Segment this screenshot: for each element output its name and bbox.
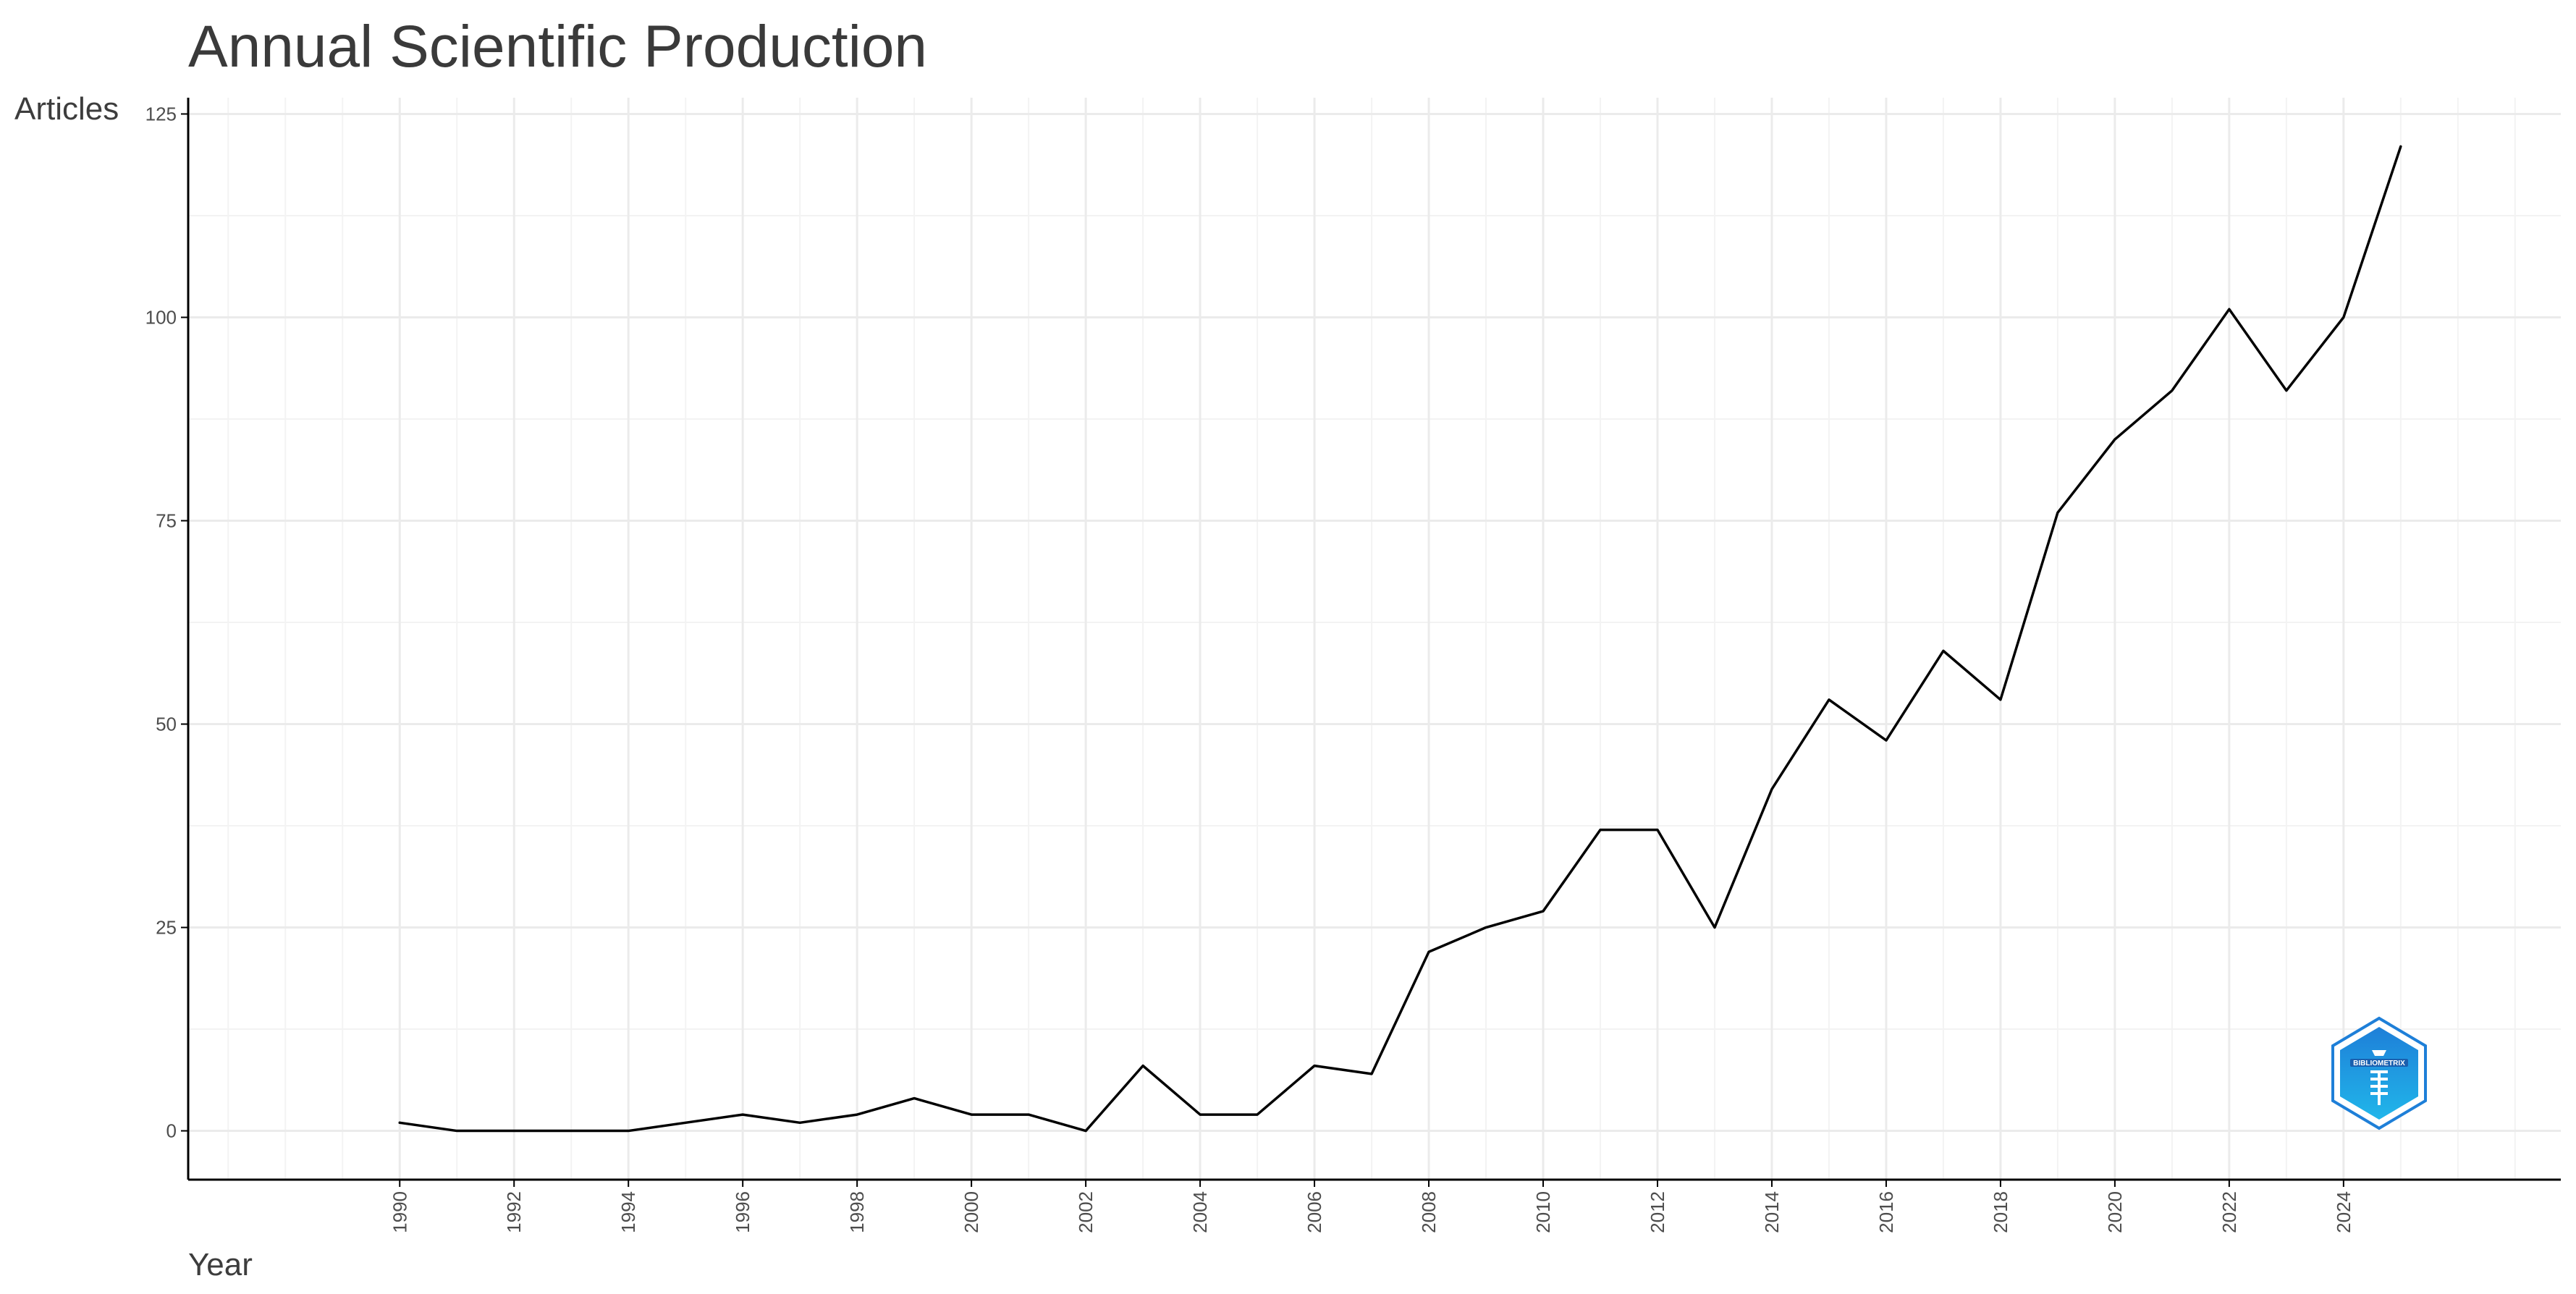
x-tick-label-2020: 2020 <box>2104 1191 2126 1233</box>
badge-lamp-shape <box>2372 1050 2386 1056</box>
y-tick-label-100: 100 <box>145 306 177 328</box>
data-point-1990 <box>399 1122 401 1124</box>
badge-ladder-shape <box>2370 1070 2388 1105</box>
data-point-2001 <box>1028 1114 1029 1115</box>
data-point-2021 <box>2171 389 2173 392</box>
data-point-1991 <box>456 1130 458 1132</box>
data-point-2023 <box>2286 389 2287 392</box>
y-tick-label-25: 25 <box>156 917 177 939</box>
data-point-2017 <box>1943 650 1944 652</box>
series-layer <box>398 145 2402 1133</box>
x-tick-label-2006: 2006 <box>1304 1191 1325 1233</box>
data-point-2012 <box>1657 829 1658 831</box>
x-tick-label-1996: 1996 <box>732 1191 753 1233</box>
badge-label: BIBLIOMETRIX <box>2353 1060 2405 1067</box>
y-tick-label-125: 125 <box>145 103 177 124</box>
x-tick-label-2004: 2004 <box>1189 1191 1211 1233</box>
data-point-2015 <box>1828 699 1830 701</box>
data-point-1992 <box>513 1130 515 1132</box>
x-tick-label-2010: 2010 <box>1532 1191 1554 1233</box>
data-point-2007 <box>1371 1073 1372 1075</box>
y-tick-label-0: 0 <box>166 1120 177 1142</box>
data-point-1996 <box>742 1114 743 1115</box>
data-point-2005 <box>1257 1114 1258 1115</box>
y-axis-title: Articles <box>14 91 119 127</box>
data-point-2025 <box>2400 145 2402 148</box>
data-point-2006 <box>1314 1065 1315 1067</box>
data-point-2010 <box>1542 910 1544 912</box>
data-point-2019 <box>2057 512 2058 514</box>
badge-text-band <box>2350 1059 2408 1067</box>
data-point-2016 <box>1885 740 1887 741</box>
series-line-0 <box>398 145 2402 1133</box>
y-tick-label-50: 50 <box>156 714 177 735</box>
y-ticks: 0 25 50 75 100 125 <box>145 103 188 1142</box>
data-point-2003 <box>1142 1065 1144 1067</box>
x-tick-label-1992: 1992 <box>503 1191 525 1233</box>
x-tick-label-2022: 2022 <box>2218 1191 2240 1233</box>
data-point-1997 <box>799 1122 801 1124</box>
data-point-2022 <box>2229 308 2230 310</box>
data-point-2004 <box>1199 1114 1201 1115</box>
data-point-2000 <box>971 1114 972 1115</box>
chart-title: Annual Scientific Production <box>188 14 927 80</box>
x-tick-label-2012: 2012 <box>1647 1191 1668 1233</box>
x-tick-label-2014: 2014 <box>1761 1191 1783 1233</box>
data-point-2011 <box>1600 829 1601 831</box>
data-point-2013 <box>1714 926 1715 929</box>
grid-minor <box>188 98 2561 1180</box>
x-tick-label-2008: 2008 <box>1418 1191 1440 1233</box>
x-tick-label-1998: 1998 <box>846 1191 868 1233</box>
x-tick-label-1990: 1990 <box>389 1191 410 1233</box>
data-point-1994 <box>628 1130 630 1132</box>
x-tick-label-2002: 2002 <box>1075 1191 1097 1233</box>
data-point-1993 <box>570 1130 573 1132</box>
data-point-1998 <box>856 1114 858 1115</box>
data-point-2018 <box>2000 699 2001 701</box>
data-point-2002 <box>1085 1130 1086 1132</box>
data-point-2024 <box>2343 316 2344 318</box>
data-point-2020 <box>2114 439 2116 440</box>
x-tick-label-2000: 2000 <box>960 1191 982 1233</box>
grid-major <box>188 98 2561 1180</box>
data-point-2014 <box>1771 788 1773 790</box>
data-point-2008 <box>1428 951 1430 953</box>
x-tick-label-1994: 1994 <box>617 1191 639 1233</box>
data-point-1999 <box>913 1097 915 1099</box>
x-ticks: 1990 1992 1994 1996 1998 2000 2002 2004 2006 2008… <box>389 1180 2355 1233</box>
y-tick-label-75: 75 <box>156 510 177 532</box>
data-point-2009 <box>1485 926 1487 929</box>
x-tick-label-2024: 2024 <box>2333 1191 2355 1233</box>
x-tick-label-2016: 2016 <box>1875 1191 1897 1233</box>
x-tick-label-2018: 2018 <box>1990 1191 2011 1233</box>
x-axis-title: Year <box>188 1247 253 1282</box>
data-point-1995 <box>685 1122 686 1124</box>
bibliometrix-badge-icon: BIBLIOMETRIX <box>2331 1016 2427 1130</box>
